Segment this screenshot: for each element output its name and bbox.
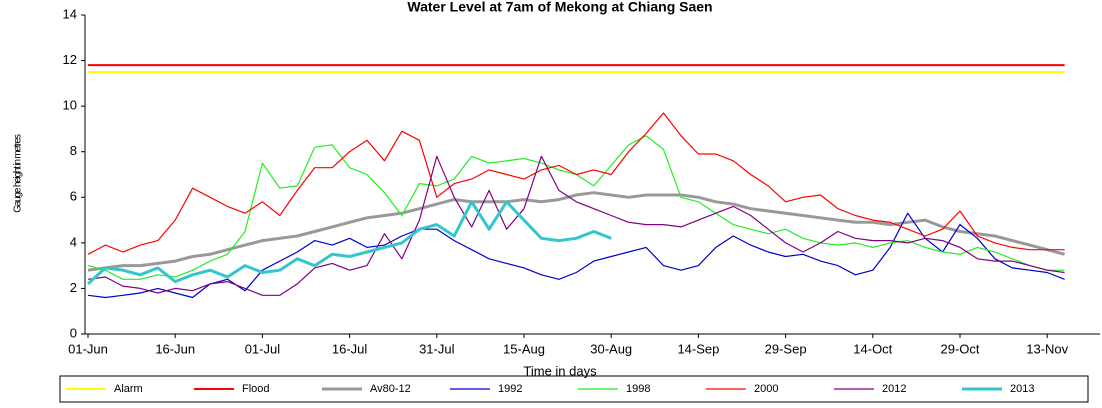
y-tick-label: 0 (70, 325, 77, 340)
series-line (87, 155, 1065, 296)
series-line (87, 135, 1065, 280)
x-tick-label: 16-Jun (155, 341, 195, 356)
y-axis-label: Gauge height in metres (13, 134, 24, 213)
x-tick-label: 30-Aug (590, 341, 632, 356)
legend-label: Flood (242, 383, 270, 395)
y-tick-label: 6 (70, 189, 77, 204)
y-tick-label: 8 (70, 143, 77, 158)
series-line (87, 191, 1065, 272)
x-tick-label: 15-Aug (503, 341, 545, 356)
legend-label: 1998 (626, 383, 650, 395)
legend-label: 2000 (754, 383, 778, 395)
legend-label: 2013 (1010, 383, 1034, 395)
legend-label: Alarm (114, 383, 143, 395)
x-tick-label: 14-Oct (853, 341, 892, 356)
x-axis-label: Time in days (523, 363, 597, 378)
x-tick-label: 01-Jul (245, 341, 281, 356)
y-tick-label: 14 (63, 6, 77, 21)
x-tick-label: 31-Jul (419, 341, 455, 356)
legend-box (59, 375, 1089, 403)
legend-label: 2012 (882, 383, 906, 395)
x-tick-label: 14-Sep (677, 341, 719, 356)
legend-label: 1992 (498, 383, 522, 395)
x-tick-label: 01-Jun (68, 341, 108, 356)
x-tick-label: 29-Oct (940, 341, 979, 356)
x-tick-label: 29-Sep (765, 341, 807, 356)
series-line (87, 112, 1065, 255)
legend-label: Av80-12 (370, 383, 411, 395)
y-tick-label: 4 (70, 234, 77, 249)
x-tick-label: 13-Nov (1026, 341, 1068, 356)
y-tick-label: 10 (63, 98, 77, 113)
x-tick-label: 16-Jul (332, 341, 368, 356)
series-line (87, 212, 1065, 299)
chart-title: Water Level at 7am of Mekong at Chiang S… (407, 0, 712, 15)
y-tick-label: 2 (70, 280, 77, 295)
y-tick-label: 12 (63, 52, 77, 67)
series-line (86, 200, 612, 286)
